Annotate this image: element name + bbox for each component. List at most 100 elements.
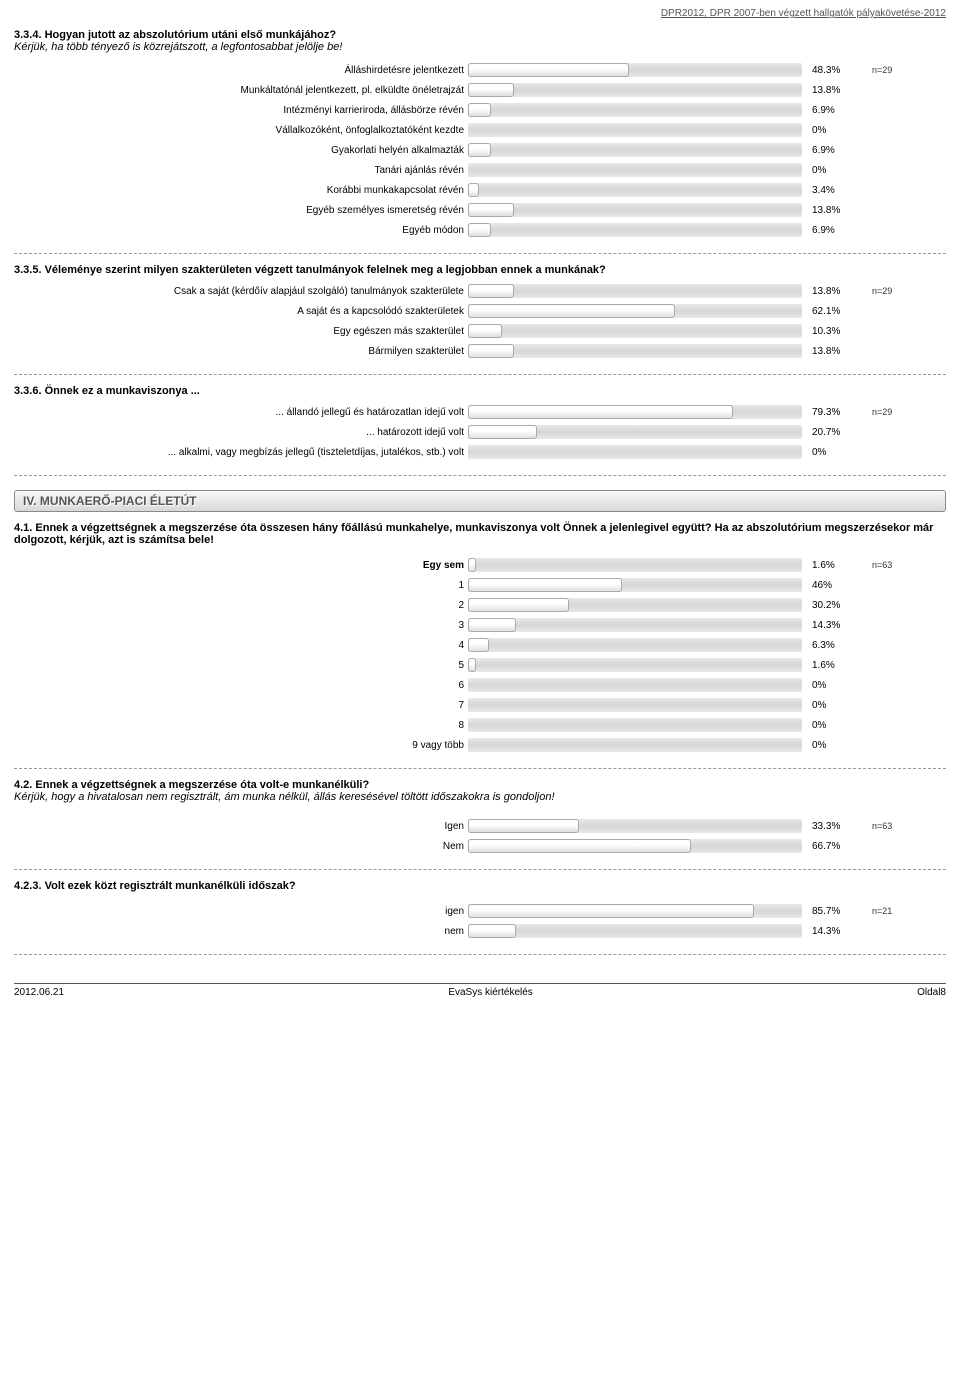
- separator: [14, 954, 946, 955]
- bar-value: 66.7%: [802, 841, 862, 852]
- bar-label: nem: [14, 926, 468, 937]
- bar-track: [468, 445, 802, 459]
- bar-row: 6 0%: [14, 676, 946, 694]
- bar-label: Intézményi karrieriroda, állásbörze révé…: [14, 105, 468, 116]
- bar-row: Egyéb módon6.9%: [14, 221, 946, 239]
- footer-date: 2012.06.21: [14, 987, 64, 998]
- bar-track: [468, 284, 802, 298]
- bar-track: [468, 203, 802, 217]
- bar-value: 30.2%: [802, 600, 862, 611]
- bar-value: 0%: [802, 700, 862, 711]
- bar-fill: [468, 344, 514, 358]
- bar-label: 5: [14, 660, 468, 671]
- bar-label: ... állandó jellegű és határozatlan idej…: [14, 407, 468, 418]
- bar-value: 6.3%: [802, 640, 862, 651]
- bar-track: [468, 598, 802, 612]
- bar-track: [468, 183, 802, 197]
- bar-track: [468, 819, 802, 833]
- bar-value: 0%: [802, 740, 862, 751]
- bar-value: 13.8%: [802, 346, 862, 357]
- bar-row: Csak a saját (kérdőív alapjául szolgáló)…: [14, 282, 946, 300]
- q334-subtitle: Kérjük, ha több tényező is közrejátszott…: [14, 41, 946, 53]
- separator: [14, 869, 946, 870]
- bar-row: Nem66.7%: [14, 837, 946, 855]
- bar-fill: [468, 598, 569, 612]
- bar-label: Egyéb módon: [14, 225, 468, 236]
- bar-row: 7 0%: [14, 696, 946, 714]
- bar-row: Gyakorlati helyén alkalmazták6.9%: [14, 141, 946, 159]
- bar-row: Bármilyen szakterület 13.8%: [14, 342, 946, 360]
- bar-track: [468, 678, 802, 692]
- bar-value: 0%: [802, 720, 862, 731]
- separator: [14, 253, 946, 254]
- bar-track: [468, 698, 802, 712]
- bar-label: Csak a saját (kérdőív alapjául szolgáló)…: [14, 286, 468, 297]
- bar-fill: [468, 658, 476, 672]
- bar-value: 10.3%: [802, 326, 862, 337]
- bar-track: [468, 304, 802, 318]
- page-header: DPR2012, DPR 2007-ben végzett hallgatók …: [14, 8, 946, 19]
- bar-label: 7: [14, 700, 468, 711]
- bar-value: 1.6%: [802, 560, 862, 571]
- n-label: n=21: [862, 906, 892, 916]
- q334-title: 3.3.4. Hogyan jutott az abszolutórium ut…: [14, 29, 946, 41]
- bar-value: 85.7%: [802, 906, 862, 917]
- bar-label: 6: [14, 680, 468, 691]
- n-label: n=29: [862, 65, 892, 75]
- bar-label: 4: [14, 640, 468, 651]
- bar-label: 8: [14, 720, 468, 731]
- bar-value: 0%: [802, 680, 862, 691]
- bar-label: Bármilyen szakterület: [14, 346, 468, 357]
- bar-value: 13.8%: [802, 286, 862, 297]
- bar-value: 79.3%: [802, 407, 862, 418]
- bar-fill: [468, 143, 491, 157]
- q336-title: 3.3.6. Önnek ez a munkaviszonya ...: [14, 385, 946, 397]
- bar-label: Munkáltatónál jelentkezett, pl. elküldte…: [14, 85, 468, 96]
- n-label: n=29: [862, 407, 892, 417]
- bar-track: [468, 738, 802, 752]
- bar-fill: [468, 425, 537, 439]
- bar-fill: [468, 324, 502, 338]
- bar-label: ... határozott idejű volt: [14, 427, 468, 438]
- bar-row: Egyéb személyes ismeretség révén13.8%: [14, 201, 946, 219]
- q42-title: 4.2. Ennek a végzettségnek a megszerzése…: [14, 779, 946, 791]
- bar-label: Korábbi munkakapcsolat révén: [14, 185, 468, 196]
- bar-row: Egy egészen más szakterület10.3%: [14, 322, 946, 340]
- bar-track: [468, 63, 802, 77]
- section4-header: IV. MUNKAERŐ-PIACI ÉLETÚT: [14, 490, 946, 512]
- bar-row: A saját és a kapcsolódó szakterületek62.…: [14, 302, 946, 320]
- bar-row: 230.2%: [14, 596, 946, 614]
- bar-value: 6.9%: [802, 145, 862, 156]
- bar-track: [468, 324, 802, 338]
- bar-label: Vállalkozóként, önfoglalkoztatóként kezd…: [14, 125, 468, 136]
- bar-fill: [468, 405, 733, 419]
- q423-title: 4.2.3. Volt ezek közt regisztrált munkan…: [14, 880, 946, 892]
- bar-track: [468, 425, 802, 439]
- page-footer: 2012.06.21 EvaSys kiértékelés Oldal8: [14, 983, 946, 1001]
- bar-fill: [468, 819, 579, 833]
- bar-value: 13.8%: [802, 205, 862, 216]
- bar-fill: [468, 63, 629, 77]
- q42-subtitle: Kérjük, hogy a hivatalosan nem regisztrá…: [14, 791, 946, 803]
- bar-value: 33.3%: [802, 821, 862, 832]
- bar-row: Vállalkozóként, önfoglalkoztatóként kezd…: [14, 121, 946, 139]
- bar-track: [468, 904, 802, 918]
- bar-row: ... állandó jellegű és határozatlan idej…: [14, 403, 946, 421]
- bar-fill: [468, 578, 622, 592]
- n-label: n=29: [862, 286, 892, 296]
- bar-value: 13.8%: [802, 85, 862, 96]
- bar-value: 0%: [802, 447, 862, 458]
- bar-value: 46%: [802, 580, 862, 591]
- bar-value: 48.3%: [802, 65, 862, 76]
- bar-value: 1.6%: [802, 660, 862, 671]
- bar-track: [468, 344, 802, 358]
- bar-label: Álláshirdetésre jelentkezett: [14, 65, 468, 76]
- n-label: n=63: [862, 560, 892, 570]
- bar-value: 62.1%: [802, 306, 862, 317]
- bar-track: [468, 718, 802, 732]
- bar-row: nem14.3%: [14, 922, 946, 940]
- q335-title: 3.3.5. Véleménye szerint milyen szakterü…: [14, 264, 946, 276]
- bar-value: 3.4%: [802, 185, 862, 196]
- bar-row: Álláshirdetésre jelentkezett 48.3%n=29: [14, 61, 946, 79]
- bar-row: 5 1.6%: [14, 656, 946, 674]
